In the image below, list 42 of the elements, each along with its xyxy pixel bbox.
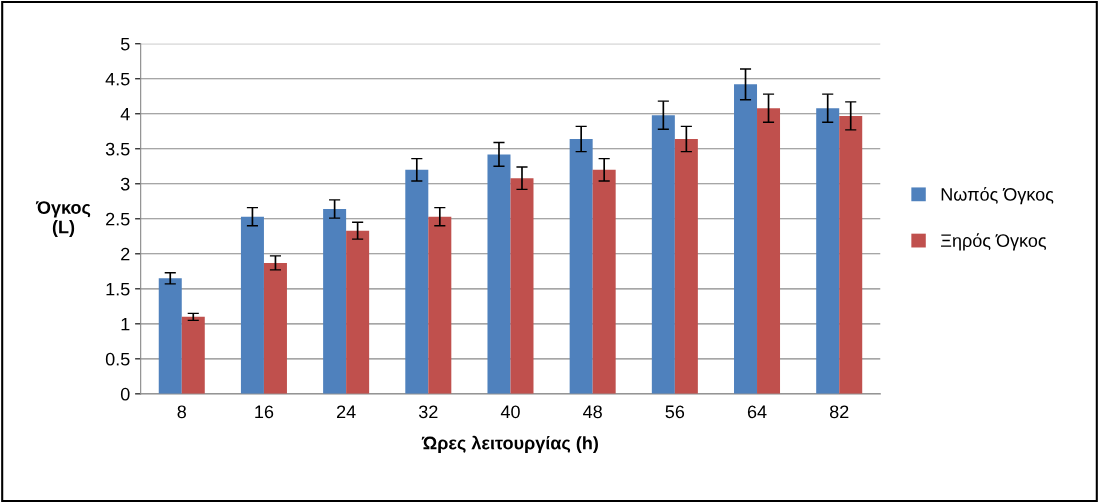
bar [263, 262, 287, 394]
x-tick-label: 48 [583, 405, 602, 419]
bar [181, 316, 205, 394]
bar [405, 169, 429, 394]
legend-label: Ξηρός Όγκος [941, 233, 1047, 251]
x-tick-label: 24 [336, 405, 356, 419]
y-tick-label: 1.5 [106, 282, 130, 296]
y-tick-label: 5 [120, 37, 130, 51]
bar [323, 209, 347, 394]
y-tick-label: 4 [120, 107, 130, 121]
x-tick-label: 56 [665, 405, 685, 419]
y-tick-label: 2.5 [106, 212, 130, 226]
bar [674, 138, 698, 394]
bar [651, 115, 675, 394]
bar [158, 278, 182, 394]
bar [734, 84, 758, 394]
y-tick-label: 3 [120, 177, 130, 191]
bar [592, 169, 616, 394]
x-axis-title: Ώρες λειτουργίας (h) [421, 435, 598, 453]
x-tick-label: 40 [500, 405, 520, 419]
y-axis-title: Όγκος (L) [35, 201, 91, 237]
y-tick-label: 2 [121, 247, 130, 261]
bar [240, 216, 264, 394]
bar [428, 216, 452, 394]
bar [757, 108, 781, 394]
y-tick-label: 1 [121, 317, 130, 331]
bar [839, 115, 863, 394]
bar [487, 154, 511, 394]
bar [816, 108, 840, 394]
x-tick-label: 32 [418, 405, 438, 419]
bar [510, 178, 534, 394]
y-tick-label: 0.5 [105, 352, 130, 366]
legend-label: Νωπός Όγκος [941, 187, 1054, 205]
bar [569, 138, 593, 394]
x-tick-label: 82 [829, 405, 849, 419]
x-tick-label: 64 [747, 405, 767, 419]
y-tick-label: 4.5 [105, 72, 130, 86]
x-tick-label: 16 [255, 405, 274, 419]
y-tick-label: 3.5 [105, 142, 130, 156]
y-tick-label: 0 [120, 387, 130, 401]
x-tick-label: 8 [177, 405, 186, 419]
bar [346, 230, 370, 394]
